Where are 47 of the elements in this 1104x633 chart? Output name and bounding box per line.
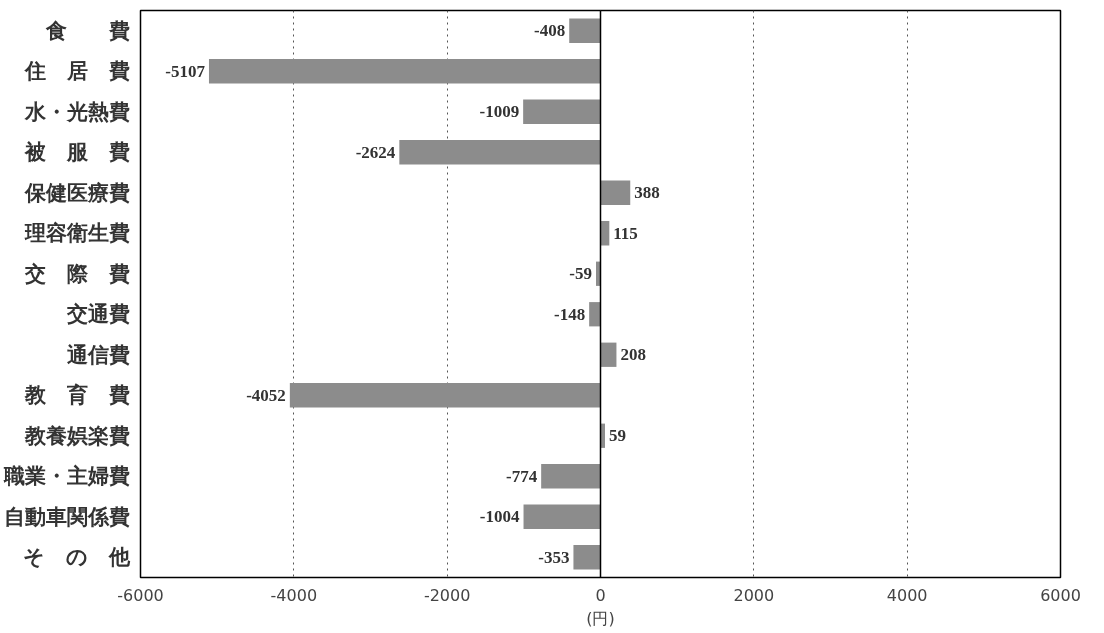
bar <box>541 464 601 489</box>
y-tick-label: 被 服 費 <box>23 140 130 165</box>
bar <box>208 59 601 84</box>
data-label: 388 <box>634 183 660 203</box>
y-tick-label: そ の 他 <box>22 545 131 570</box>
data-label: -774 <box>506 466 538 486</box>
bar <box>289 383 601 408</box>
bar <box>569 18 601 43</box>
data-label: 59 <box>609 426 627 446</box>
x-tick-label: 2000 <box>733 585 775 605</box>
data-label: -1004 <box>479 507 521 527</box>
data-label: -353 <box>538 547 570 567</box>
y-tick-label: 教 育 費 <box>23 383 130 408</box>
data-label: -59 <box>569 264 592 284</box>
x-axis-title: (円) <box>586 608 615 628</box>
bar <box>589 302 601 327</box>
y-tick-label: 職業・主婦費 <box>2 464 130 489</box>
y-tick-label: 自動車関係費 <box>3 504 130 529</box>
data-label: -2624 <box>355 142 396 162</box>
x-tick-label: -4000 <box>270 585 318 605</box>
y-tick-label: 通信費 <box>65 342 130 367</box>
data-label: -4052 <box>246 385 286 405</box>
y-tick-label: 交 際 費 <box>23 261 130 286</box>
y-tick-label: 理容衛生費 <box>23 221 130 246</box>
bar <box>399 140 601 165</box>
x-tick-label: 0 <box>595 585 606 605</box>
x-tick-label: 4000 <box>886 585 928 605</box>
bar <box>523 504 601 529</box>
y-tick-label: 食 費 <box>44 18 130 43</box>
data-label: -408 <box>534 21 566 41</box>
x-tick-label: -6000 <box>117 585 164 605</box>
bar <box>600 342 617 367</box>
x-tick-label: -2000 <box>423 585 471 605</box>
bar <box>600 180 631 205</box>
bar <box>523 99 601 124</box>
data-label: 208 <box>620 345 646 365</box>
data-label: -5107 <box>165 61 206 81</box>
y-tick-label: 交通費 <box>65 302 130 327</box>
y-tick-label: 教養娯楽費 <box>23 423 130 448</box>
data-label: -148 <box>553 304 586 324</box>
data-label: -1009 <box>479 102 520 122</box>
bar <box>573 545 601 570</box>
y-tick-label: 住 居 費 <box>23 59 130 84</box>
x-tick-label: 6000 <box>1040 585 1081 605</box>
y-tick-label: 水・光熱費 <box>23 99 130 124</box>
data-label: 115 <box>613 223 638 243</box>
y-tick-label: 保健医療費 <box>23 180 130 205</box>
